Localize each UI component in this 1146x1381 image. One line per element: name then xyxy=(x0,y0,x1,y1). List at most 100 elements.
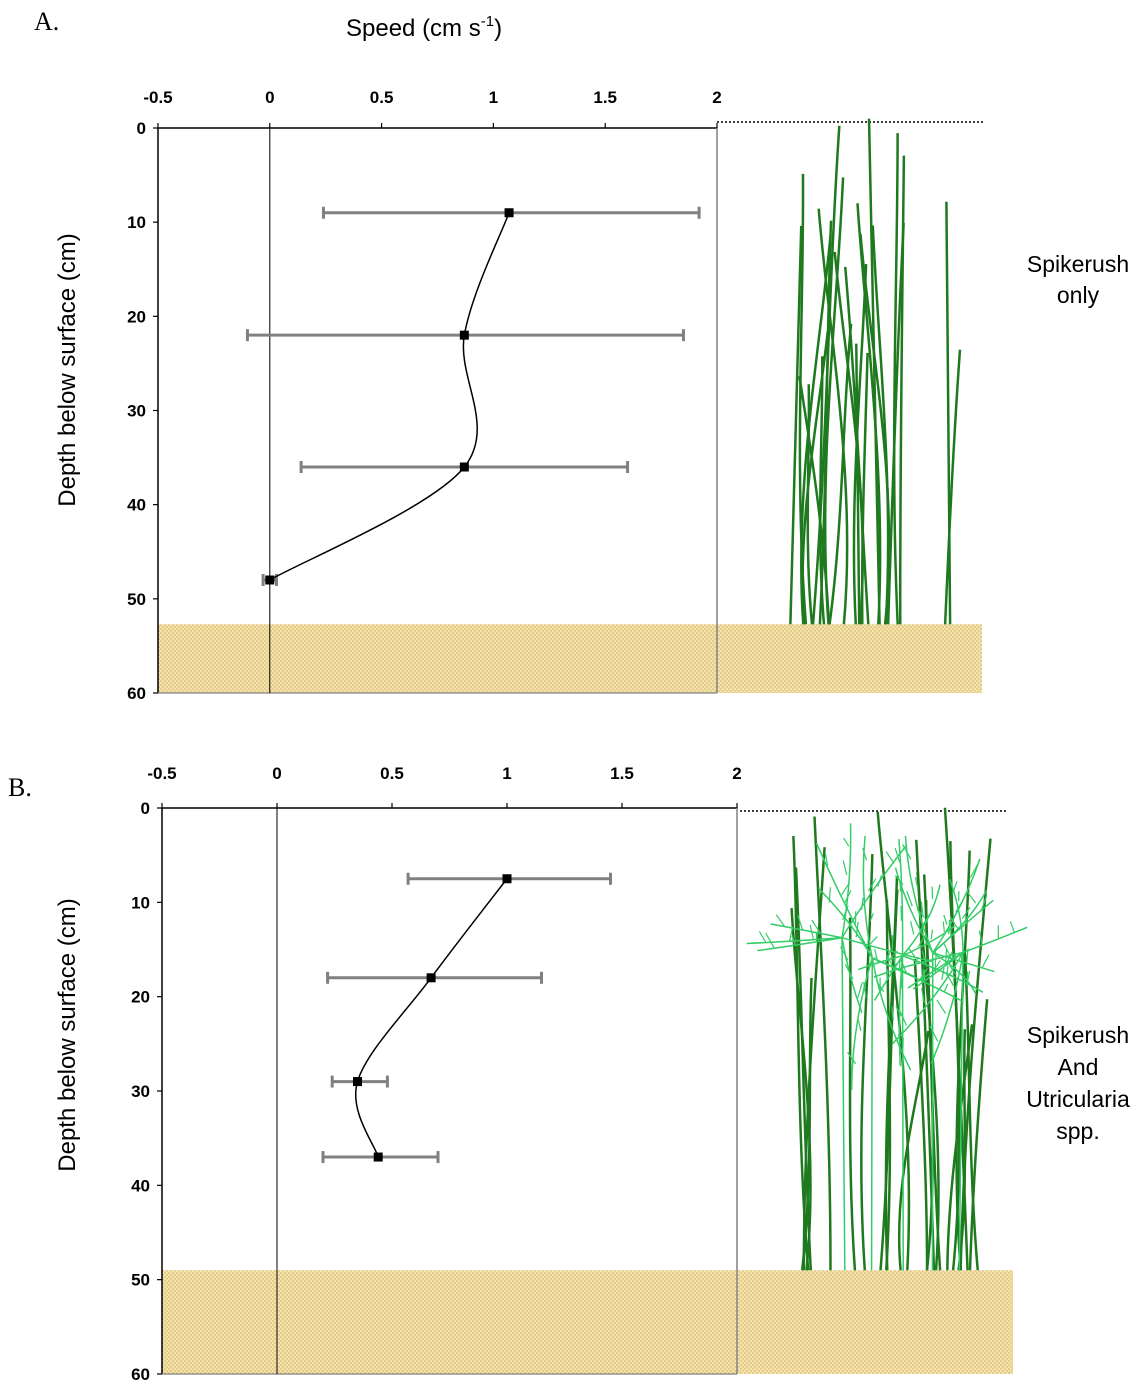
panel-b-side-label-line-4: spp. xyxy=(1056,1118,1099,1144)
panel-a-y-tick-label: 60 xyxy=(127,684,146,703)
panel-b-utricularia-twig xyxy=(921,987,925,1003)
panel-a-spikerush-stem xyxy=(943,349,962,625)
panel-b-y-tick-label: 20 xyxy=(131,988,150,1007)
panel-a-spikerush-stem xyxy=(855,343,861,625)
panel-a-x-tick-label: 2 xyxy=(712,88,721,107)
panel-b-utricularia-stalk xyxy=(841,937,846,1271)
panel-b-y-axis-label: Depth below surface (cm) xyxy=(54,898,81,1171)
panel-b-utricularia-branch xyxy=(873,955,904,1001)
panel-b-utricularia-twig xyxy=(866,956,877,968)
panel-a-x-tick-label: 1 xyxy=(489,88,498,107)
panel-b-utricularia-branch xyxy=(962,926,1028,954)
panel-a-y-axis-label: Depth below surface (cm) xyxy=(54,233,81,506)
panel-b-utricularia-twig xyxy=(891,935,894,951)
panel-a-spikerush-stem xyxy=(892,133,899,625)
panel-b-utricularia-branch xyxy=(841,823,852,938)
panel-b-spikerush-stem xyxy=(790,907,812,1271)
panel-b-y-tick-label: 30 xyxy=(131,1082,150,1101)
panel-b-y-tick-label: 0 xyxy=(141,799,150,818)
panel-b-utricularia-plant xyxy=(894,835,995,1271)
panel-b-utricularia-branch xyxy=(902,925,956,957)
panel-b-utricularia-branch xyxy=(901,884,941,957)
panel-b-utricularia-twig xyxy=(857,1019,862,1031)
panel-b-utricularia-twig xyxy=(930,929,933,940)
panel-b-utricularia-twig xyxy=(978,930,983,946)
panel-b-data-point xyxy=(353,1077,362,1087)
panel-b-utricularia-twig xyxy=(943,914,948,925)
panel-a-spikerush-stem xyxy=(828,323,853,625)
panel-b-utricularia-twig xyxy=(885,851,895,864)
panel-b-utricularia-branch xyxy=(850,957,873,1091)
panel-b-utricularia-branch xyxy=(894,867,934,954)
panel-a-spikerush-stem xyxy=(789,225,803,625)
panel-b-utricularia-twig xyxy=(932,960,941,973)
panel-a-spikerush-stem xyxy=(823,177,845,625)
panel-a-x-tick-label: 1.5 xyxy=(593,88,617,107)
panel-a-x-tick-label: 0.5 xyxy=(370,88,394,107)
panel-a-y-tick-label: 40 xyxy=(127,496,146,515)
panel-b-utricularia-twig xyxy=(955,897,965,913)
panel-b-utricularia-twig xyxy=(824,853,829,867)
panel-b-utricularia-twig xyxy=(809,924,815,940)
panel-b-utricularia-twig xyxy=(789,926,794,942)
panel-b-utricularia-twig xyxy=(888,950,898,961)
panel-b-utricularia-twig xyxy=(857,982,863,998)
panel-b-utricularia-plant xyxy=(873,879,1028,1271)
panel-b-utricularia-twig xyxy=(894,875,904,886)
panel-b-utricularia-branch xyxy=(841,844,908,939)
panel-b-side-label-line-2: And xyxy=(1058,1054,1099,1080)
panel-a-data-point xyxy=(265,575,275,585)
panel-a-x-tick-label: 0 xyxy=(265,88,274,107)
panel-b-utricularia-branch xyxy=(770,923,843,939)
panel-b-utricularia-twig xyxy=(842,905,849,920)
panel-b-utricularia-twig xyxy=(913,956,919,967)
panel-a-spikerush-stem xyxy=(898,155,906,625)
panel-b-utricularia-twig xyxy=(943,983,949,993)
panel-b-utricularia-branch xyxy=(815,842,873,959)
panel-b-spikerush-stem xyxy=(943,807,969,1271)
panel-b-utricularia-branch xyxy=(930,952,964,1064)
panel-b-utricularia-twig xyxy=(951,881,958,895)
panel-a-spikerush-stem xyxy=(818,220,833,625)
panel-a-spikerush-stem xyxy=(856,203,882,625)
panel-b-utricularia-branch xyxy=(898,839,904,956)
panel-a-spikerush-stem xyxy=(798,376,831,625)
panel-b-utricularia-twig xyxy=(910,921,915,935)
panel-b-utricularia-twig xyxy=(891,1006,894,1020)
panel-b-utricularia-twig xyxy=(843,837,850,847)
panel-a-y-tick-label: 0 xyxy=(137,119,146,138)
panel-b-utricularia-twig xyxy=(855,921,859,938)
panel-b-utricularia-twig xyxy=(929,1025,939,1042)
panel-b-spikerush-stem xyxy=(848,917,857,1271)
panel-b-spikerush-stem xyxy=(884,875,899,1271)
panel-b-utricularia-twig xyxy=(847,1051,857,1065)
panel-b-utricularia-twig xyxy=(899,1011,908,1026)
panel-b-utricularia-branch xyxy=(818,887,873,959)
panel-b-letter: B. xyxy=(8,773,32,802)
panel-b-utricularia-twig xyxy=(920,901,924,917)
panel-a-letter: A. xyxy=(34,7,59,36)
panel-b-utricularia-twig xyxy=(891,963,898,973)
panel-b-utricularia-branch xyxy=(904,835,934,954)
panel-b-utricularia-branch xyxy=(841,936,934,963)
panel-b-utricularia-twig xyxy=(867,878,877,892)
panel-b-x-tick-label: -0.5 xyxy=(147,764,176,783)
panel-b-spikerush-stem xyxy=(792,836,810,1271)
panel-b-utricularia-twig xyxy=(860,897,864,910)
panel-a-spikerush-stem xyxy=(817,208,849,625)
panel-a-spikerush-stem xyxy=(859,233,891,625)
panel-b-x-tick-label: 1 xyxy=(502,764,511,783)
panel-b-utricularia-twig xyxy=(969,861,980,878)
panel-a-speed-profile-line xyxy=(269,212,510,581)
panel-b-utricularia-twig xyxy=(886,954,895,970)
panel-a-data-point xyxy=(504,208,514,218)
panel-b-utricularia-twig xyxy=(868,936,878,946)
panel-b-utricularia-branch xyxy=(891,952,964,1045)
panel-b-spikerush-stem xyxy=(913,958,929,1271)
panel-b-utricularia-twig xyxy=(775,914,786,928)
panel-b-utricularia-twig xyxy=(942,921,945,932)
panel-b-utricularia-twig xyxy=(941,967,945,981)
panel-b: B. Depth below surface (cm) -0.5 0 0.5 1 1.5… xyxy=(8,764,1130,1381)
panel-a-side-label-line-1: Spikerush xyxy=(1027,251,1129,277)
